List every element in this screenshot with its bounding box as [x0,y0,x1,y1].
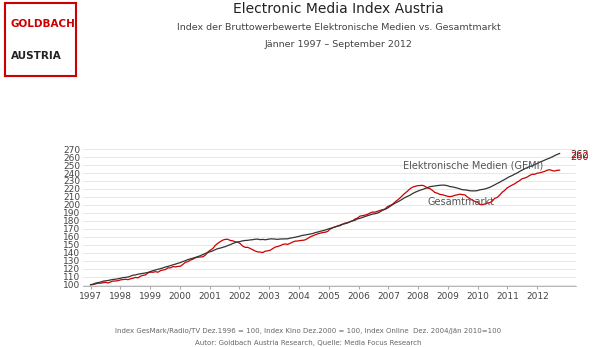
Text: Electronic Media Index Austria: Electronic Media Index Austria [233,2,444,16]
Text: Index GesMark/Radio/TV Dez.1996 = 100, Index Kino Dez.2000 = 100, Index Online  : Index GesMark/Radio/TV Dez.1996 = 100, I… [115,328,501,334]
Text: Jänner 1997 – September 2012: Jänner 1997 – September 2012 [265,40,413,49]
Text: Elektronische Medien (GEMI): Elektronische Medien (GEMI) [403,161,543,171]
Text: GOLDBACH: GOLDBACH [10,19,76,29]
Text: Gesamtmarkt: Gesamtmarkt [427,197,494,207]
Text: 260: 260 [570,152,588,162]
Text: Autor: Goldbach Austria Research, Quelle: Media Focus Research: Autor: Goldbach Austria Research, Quelle… [195,340,421,346]
Text: Index der Bruttowerbewerte Elektronische Medien vs. Gesamtmarkt: Index der Bruttowerbewerte Elektronische… [177,23,501,32]
Text: AUSTRIA: AUSTRIA [10,51,62,61]
Text: 262: 262 [570,151,589,160]
